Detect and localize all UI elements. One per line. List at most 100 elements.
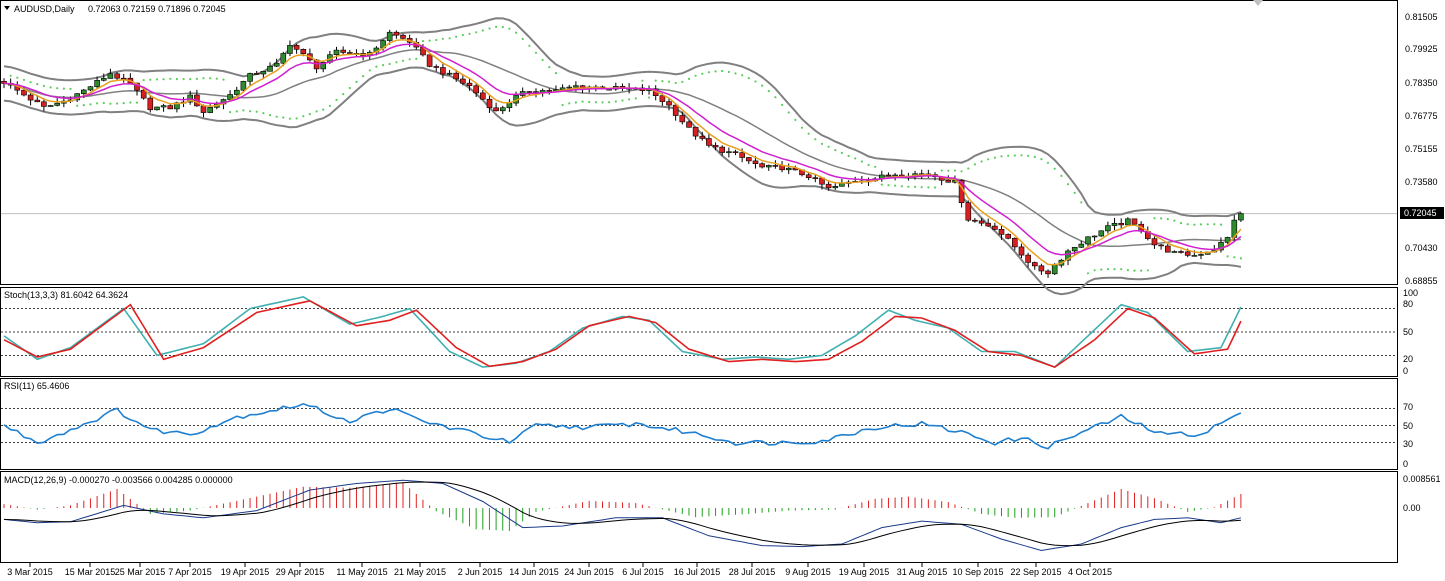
bull-candle: [1105, 225, 1111, 232]
sar-dot: [455, 35, 458, 38]
sar-dot: [215, 77, 218, 80]
bear-candle: [493, 107, 499, 112]
bull-candle: [765, 165, 772, 168]
sar-dot: [521, 37, 524, 41]
sar-dot: [528, 44, 531, 47]
sar-dot: [920, 186, 923, 189]
sar-dot: [441, 37, 444, 40]
bear-candle: [659, 95, 666, 102]
bull-candle: [1224, 237, 1231, 243]
sar-dot: [421, 40, 425, 43]
sar-dot: [49, 86, 52, 89]
sar-dot: [867, 163, 870, 167]
sar-dot: [515, 31, 518, 34]
macd-tick: 0.00: [1403, 503, 1421, 513]
sar-dot: [1146, 269, 1149, 272]
sar-dot: [1106, 268, 1109, 271]
macd-panel[interactable]: [0, 471, 1398, 563]
bear-candle: [825, 183, 832, 189]
bull-candle: [506, 102, 513, 108]
bear-candle: [440, 67, 446, 75]
sar-dot: [109, 102, 112, 105]
time-tick-label: 16 Jul 2015: [674, 567, 721, 577]
price-tick: 0.81505: [1405, 12, 1438, 22]
bull-candle: [839, 183, 845, 187]
sar-dot: [1007, 154, 1010, 157]
sar-dot: [1140, 269, 1143, 272]
sar-dot: [1086, 272, 1090, 275]
time-tick-label: 22 Sep 2015: [1010, 567, 1061, 577]
sar-dot: [42, 84, 46, 88]
sar-dot: [820, 142, 824, 145]
sar-dot: [129, 101, 132, 104]
sar-dot: [249, 110, 252, 113]
bull-candle: [1171, 251, 1178, 253]
bear-candle: [885, 174, 892, 177]
sar-dot: [747, 77, 750, 80]
bull-candle: [154, 106, 160, 111]
sar-dot: [1053, 167, 1056, 170]
stoch-tick: 100: [1403, 288, 1418, 298]
bear-candle: [739, 152, 746, 158]
bear-candle: [945, 180, 952, 183]
sar-dot: [22, 78, 26, 81]
bull-candle: [1111, 223, 1118, 226]
price-panel[interactable]: [0, 0, 1398, 285]
sar-dot: [754, 80, 757, 83]
sar-dot: [1000, 155, 1003, 158]
dropdown-triangle-icon[interactable]: [4, 6, 10, 10]
rsi-tick: 0: [1403, 459, 1408, 469]
bear-candle: [293, 45, 300, 50]
bull-candle: [499, 107, 506, 112]
bull-candle: [1218, 242, 1224, 251]
sar-dot: [960, 170, 963, 173]
bear-candle: [805, 174, 812, 179]
sar-dot: [401, 59, 405, 62]
bear-candle: [300, 48, 307, 54]
rsi-tick: 30: [1403, 439, 1413, 449]
sar-dot: [288, 117, 291, 120]
bear-candle: [546, 90, 553, 92]
price-plot: [1, 17, 1397, 296]
sar-dot: [807, 132, 810, 135]
sar-dot: [1013, 154, 1016, 157]
sar-dot: [268, 114, 272, 117]
bear-candle: [400, 34, 406, 39]
sar-dot: [375, 65, 378, 68]
bear-candle: [140, 89, 147, 99]
sar-dot: [594, 101, 598, 104]
sar-dot: [1033, 155, 1036, 159]
sar-dot: [914, 185, 917, 188]
sar-dot: [987, 158, 990, 161]
price-tick: 0.73580: [1405, 177, 1438, 187]
sar-dot: [608, 101, 611, 104]
sar-dot: [634, 97, 637, 100]
bull-candle: [1065, 250, 1071, 261]
bear-candle: [1151, 238, 1158, 246]
time-tick-label: 7 Apr 2015: [168, 567, 212, 577]
sar-dot: [588, 100, 591, 104]
bear-candle: [426, 54, 433, 67]
bull-candle: [273, 62, 280, 67]
sar-dot: [1239, 257, 1242, 260]
sar-dot: [701, 72, 704, 75]
bear-candle: [692, 126, 699, 137]
bollinger-middle-line: [3, 49, 1241, 247]
rsi-panel[interactable]: [0, 378, 1398, 470]
stoch-label: Stoch(13,3,3) 81.6042 64.3624: [4, 290, 128, 300]
sar-dot: [501, 25, 504, 29]
chart-shift-icon[interactable]: [1253, 0, 1263, 6]
sar-dot: [116, 102, 119, 105]
sar-dot: [62, 87, 65, 90]
sar-dot: [661, 80, 664, 83]
bull-candle: [573, 85, 579, 88]
sar-dot: [568, 102, 571, 105]
bull-candle: [1051, 264, 1058, 275]
sar-dot: [767, 90, 770, 93]
sar-dot: [781, 103, 784, 106]
ohlc-label: 0.72063 0.72159 0.71896 0.72045: [88, 4, 226, 14]
sar-dot: [368, 69, 371, 72]
bear-candle: [679, 115, 686, 123]
sar-dot: [1166, 218, 1169, 221]
